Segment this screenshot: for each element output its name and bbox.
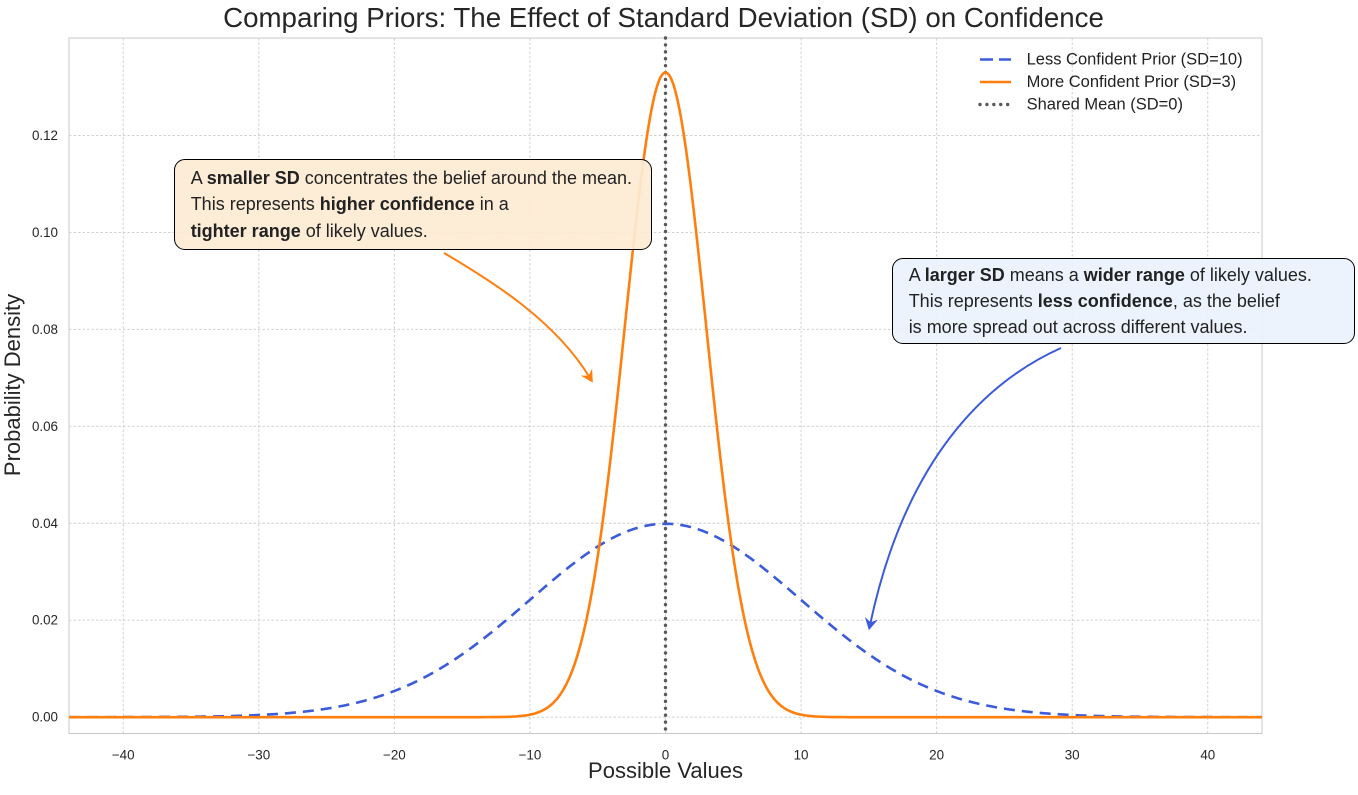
svg-text:0.10: 0.10 bbox=[32, 225, 58, 240]
svg-text:0.00: 0.00 bbox=[32, 710, 58, 725]
svg-text:30: 30 bbox=[1065, 748, 1080, 763]
svg-text:0.02: 0.02 bbox=[32, 613, 58, 628]
svg-text:−40: −40 bbox=[112, 748, 135, 763]
svg-text:Possible Values: Possible Values bbox=[588, 758, 743, 783]
svg-text:Probability Density: Probability Density bbox=[0, 294, 25, 476]
svg-text:More Confident Prior (SD=3): More Confident Prior (SD=3) bbox=[1027, 73, 1237, 91]
svg-text:0.06: 0.06 bbox=[32, 419, 58, 434]
svg-text:0.04: 0.04 bbox=[32, 516, 59, 531]
svg-text:0.12: 0.12 bbox=[32, 128, 58, 143]
svg-text:Shared Mean (SD=0): Shared Mean (SD=0) bbox=[1027, 96, 1183, 114]
svg-text:−30: −30 bbox=[247, 748, 270, 763]
svg-text:20: 20 bbox=[929, 748, 944, 763]
svg-text:40: 40 bbox=[1200, 748, 1215, 763]
svg-text:−20: −20 bbox=[383, 748, 406, 763]
svg-text:Comparing Priors: The Effect o: Comparing Priors: The Effect of Standard… bbox=[223, 2, 1104, 33]
svg-text:0.08: 0.08 bbox=[32, 322, 58, 337]
svg-text:Less Confident Prior (SD=10): Less Confident Prior (SD=10) bbox=[1027, 51, 1243, 69]
svg-text:−10: −10 bbox=[519, 748, 542, 763]
svg-text:10: 10 bbox=[794, 748, 809, 763]
